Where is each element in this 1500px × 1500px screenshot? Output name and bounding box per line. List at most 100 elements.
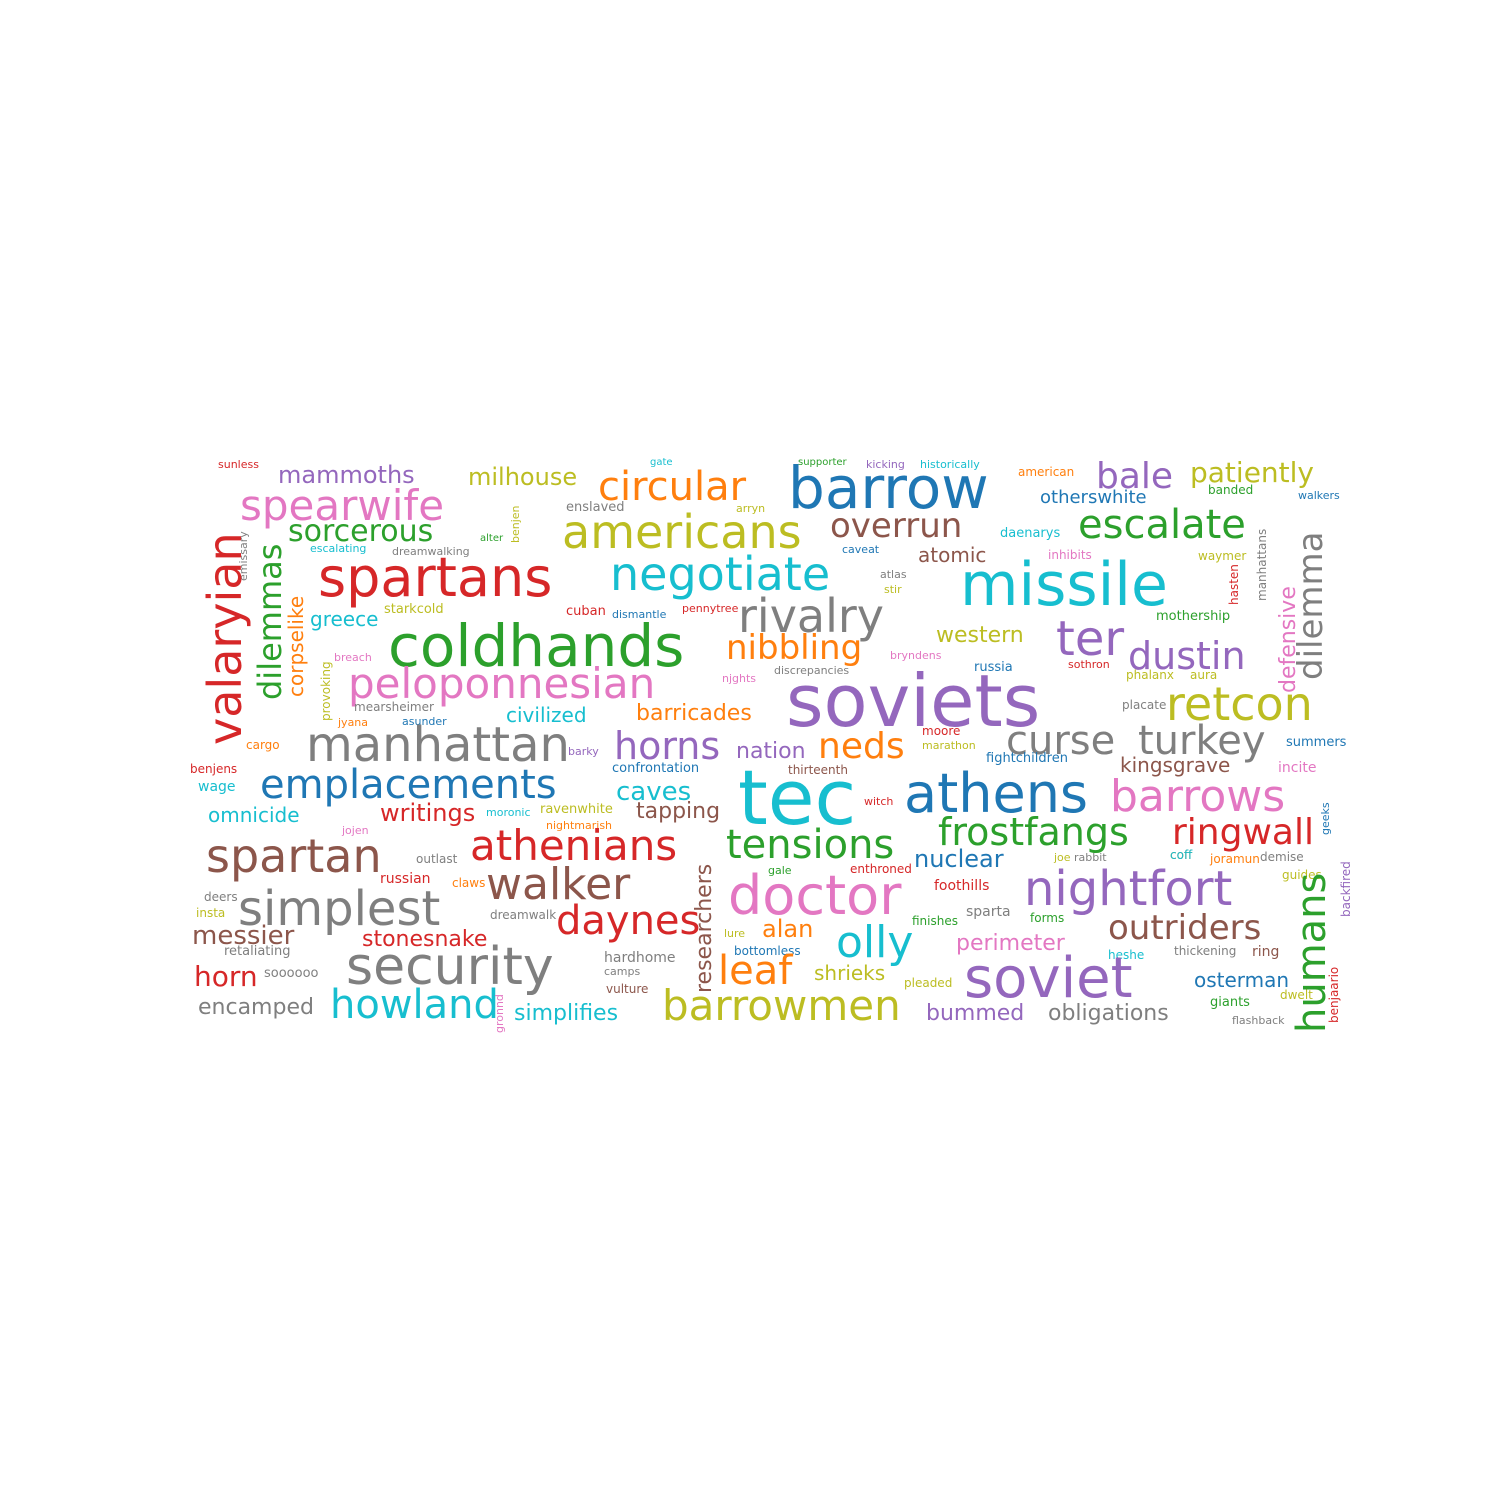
word-guides: guides [1282,868,1322,882]
word-joramun: joramun [1210,852,1260,866]
word-emplacements: emplacements [260,762,557,808]
word-daenarys: daenarys [1000,526,1061,541]
word-arryn: arryn [736,502,766,515]
word-dreamwalk: dreamwalk [490,908,557,922]
word-russian: russian [380,871,431,887]
word-phalanx: phalanx [1126,668,1174,682]
word-giants: giants [1210,995,1250,1010]
word-jyana: jyana [338,716,369,729]
word-retcon: retcon [1166,677,1313,731]
word-enslaved: enslaved [566,500,625,515]
word-aura: aura [1190,668,1218,682]
word-foothills: foothills [934,878,990,894]
word-valaryian: valaryian [198,532,252,745]
word-thirteenth: thirteenth [788,763,848,777]
word-civilized: civilized [506,703,587,727]
word-pleaded: pleaded [904,976,953,990]
word-escalating: escalating [310,542,367,555]
word-claws: claws [452,876,486,890]
word-sparta: sparta [966,904,1011,920]
word-athenians: athenians [470,821,678,870]
word-hasten: hasten [1227,564,1241,605]
word-security: security [346,937,554,997]
word-witch: witch [864,795,894,808]
word-dilemmas: dilemmas [251,543,289,700]
word-provoking: provoking [319,661,333,721]
word-soooooo: soooooo [264,966,319,981]
word-caveat: caveat [842,543,880,556]
word-researchers: researchers [692,863,717,993]
word-kingsgrave: kingsgrave [1120,753,1231,777]
word-placate: placate [1122,698,1167,712]
word-mothership: mothership [1156,609,1231,624]
word-heshe: heshe [1108,948,1145,962]
word-mammoths: mammoths [278,461,415,489]
word-stir: stir [884,583,902,596]
word-retaliating: retaliating [224,944,291,959]
word-daynes: daynes [556,898,701,944]
word-american: american [1018,465,1075,479]
word-geeks: geeks [1319,802,1332,835]
word-nuclear: nuclear [914,845,1004,873]
word-starkcold: starkcold [384,602,444,617]
word-marathon: marathon [922,739,976,752]
word-dwelt: dwelt [1280,988,1313,1002]
word-barrows: barrows [1110,771,1286,822]
word-soviet: soviet [964,946,1133,1011]
word-confrontation: confrontation [612,761,700,776]
word-leaf: leaf [718,948,793,994]
word-ringwall: ringwall [1172,812,1314,853]
word-humans: humans [1289,872,1335,1033]
word-missile: missile [960,550,1168,620]
word-dismantle: dismantle [612,608,667,621]
word-moronic: moronic [486,806,531,819]
word-gale: gale [768,864,792,877]
word-wage: wage [198,779,236,795]
word-barricades: barricades [636,701,752,726]
word-turkey: turkey [1138,718,1266,764]
word-obligations: obligations [1048,1001,1169,1026]
word-dustin: dustin [1128,634,1246,678]
word-njghts: njghts [722,672,757,685]
word-greece: greece [310,607,379,631]
word-horns: horns [614,724,721,768]
word-russia: russia [974,660,1013,675]
word-frostfangs: frostfangs [938,810,1129,854]
word-bottomless: bottomless [734,944,801,958]
word-finishes: finishes [912,914,958,928]
word-spearwife: spearwife [240,481,445,530]
word-writings: writings [380,799,476,827]
word-outlast: outlast [416,852,458,866]
word-simplest: simplest [238,881,441,937]
word-ring: ring [1252,944,1280,960]
word-banded: banded [1208,483,1254,497]
word-lure: lure [724,927,746,940]
word-barrow: barrow [788,454,989,522]
word-omnicide: omnicide [208,803,300,827]
word-cargo: cargo [246,738,280,752]
word-atomic: atomic [918,543,987,567]
word-walker: walker [486,859,631,910]
word-escalate: escalate [1078,502,1246,548]
word-overrun: overrun [830,506,963,546]
word-negotiate: negotiate [610,547,831,601]
word-incite: incite [1278,760,1317,776]
word-ravenwhite: ravenwhite [540,802,613,817]
word-bryndens: bryndens [890,649,942,662]
word-sothron: sothron [1068,658,1110,671]
word-breach: breach [334,651,372,664]
word-mearsheimer: mearsheimer [354,700,434,714]
word-barrowmen: barrowmen [662,981,901,1030]
word-howland: howland [330,982,499,1028]
word-benjaario: benjaario [1327,966,1341,1023]
word-kicking: kicking [866,458,905,471]
word-flashback: flashback [1232,1014,1285,1027]
word-neds: neds [818,726,905,767]
word-historically: historically [920,458,980,471]
word-sunless: sunless [218,458,259,471]
word-tensions: tensions [726,822,895,868]
word-waymer: waymer [1198,549,1247,563]
word-tapping: tapping [636,799,721,824]
word-osterman: osterman [1194,968,1290,992]
word-cloud: sunless gate supporter kicking historically a… [190,454,1353,1035]
